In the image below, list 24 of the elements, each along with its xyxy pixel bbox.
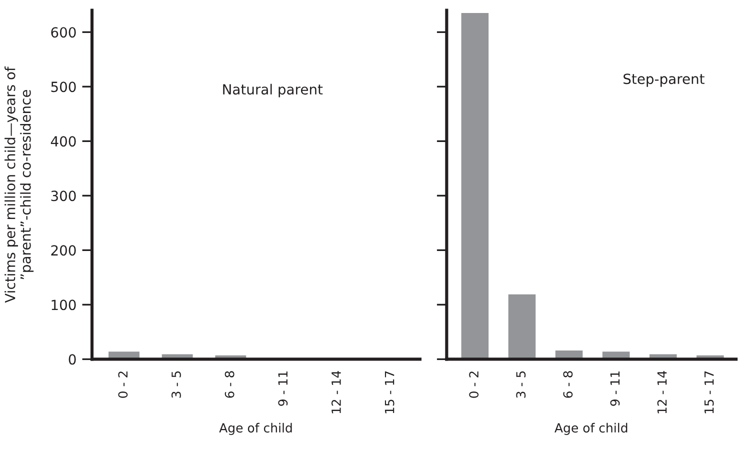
x-tick-label: 9 - 11	[610, 371, 620, 406]
y-tick-label: 0	[68, 354, 76, 365]
y-tick-label: 400	[50, 136, 76, 147]
x-tick-label: 12 - 14	[331, 371, 341, 414]
y-tick-label: 200	[51, 245, 76, 256]
x-tick-label: 0 - 2	[469, 372, 479, 398]
x-tick-label: 15 - 17	[384, 371, 394, 414]
text: Step-parent	[624, 74, 704, 87]
text: Natural parent	[223, 84, 323, 98]
y-axis-title: Victims per million child—years of ”parent”-child co-residence	[4, 66, 34, 303]
y-tick-label: 100	[52, 300, 76, 310]
x-tick-label: 9 - 11	[278, 371, 288, 406]
y-tick-label: 500	[51, 82, 76, 92]
x-tick-label: 12 - 14	[657, 371, 667, 414]
x-tick-label: 6 - 8	[224, 371, 234, 398]
y-tick-label: 300	[51, 190, 76, 202]
x-axis-title: Age of child	[554, 422, 628, 436]
x-tick-label: 15 - 17	[704, 371, 714, 414]
x-tick-label: 6 - 8	[563, 371, 573, 398]
x-tick-label: 0 - 2	[118, 372, 128, 398]
x-tick-label: 3 - 5	[516, 371, 526, 398]
x-axis-title: Age of child	[219, 422, 292, 436]
x-tick-label: 3 - 5	[172, 371, 181, 398]
y-tick-label: 600	[51, 27, 76, 38]
